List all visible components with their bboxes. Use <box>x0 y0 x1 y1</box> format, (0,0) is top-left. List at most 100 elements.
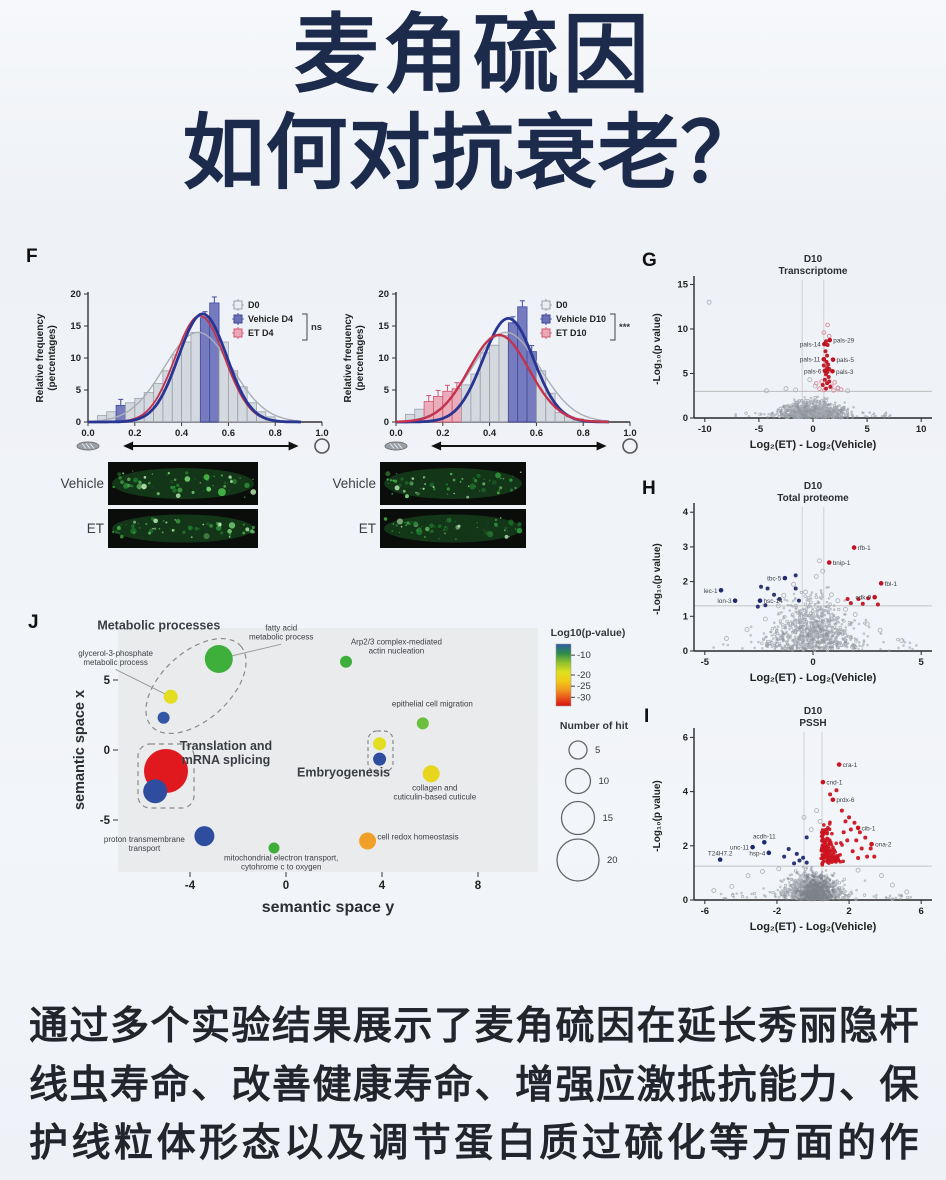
svg-text:tbc-5: tbc-5 <box>767 576 782 583</box>
svg-text:hsc-14: hsc-14 <box>763 598 783 605</box>
svg-text:pals-11: pals-11 <box>800 357 821 364</box>
svg-text:0.8: 0.8 <box>577 428 590 439</box>
svg-text:bnip-1: bnip-1 <box>833 560 851 567</box>
svg-text:Metabolic processes: Metabolic processes <box>97 619 220 633</box>
svg-text:mitochondrial electron transpo: mitochondrial electron transport, <box>224 853 338 862</box>
svg-text:actin nucleation: actin nucleation <box>369 647 425 656</box>
svg-text:metabolic process: metabolic process <box>249 633 313 642</box>
svg-text:5: 5 <box>76 385 82 396</box>
micro-right-et-label: ET <box>358 521 376 536</box>
svg-text:4: 4 <box>683 507 689 518</box>
svg-text:ET D10: ET D10 <box>556 328 587 338</box>
svg-text:0: 0 <box>384 417 389 428</box>
svg-text:0.0: 0.0 <box>81 428 94 439</box>
svg-text:ona-2: ona-2 <box>875 842 892 849</box>
svg-text:metabolic process: metabolic process <box>83 658 147 667</box>
svg-text:cytohrome c to oxygen: cytohrome c to oxygen <box>241 862 321 871</box>
svg-text:15: 15 <box>677 279 688 290</box>
svg-text:Transcriptome: Transcriptome <box>779 266 848 277</box>
svg-text:5: 5 <box>384 385 390 396</box>
svg-text:epithelial cell migration: epithelial cell migration <box>392 700 473 709</box>
svg-text:mRNA splicing: mRNA splicing <box>182 753 270 767</box>
svg-text:D0: D0 <box>556 300 568 310</box>
svg-text:10: 10 <box>677 324 688 335</box>
svg-text:Log₂(ET) - Log₂(Vehicle): Log₂(ET) - Log₂(Vehicle) <box>750 672 877 684</box>
svg-text:0: 0 <box>683 646 688 657</box>
svg-text:prdx-6: prdx-6 <box>836 797 855 804</box>
svg-text:1: 1 <box>683 611 689 622</box>
svg-text:-2: -2 <box>773 906 781 917</box>
svg-text:0: 0 <box>76 417 81 428</box>
svg-text:unc-11: unc-11 <box>730 845 750 852</box>
svg-text:10: 10 <box>70 353 81 364</box>
svg-text:semantic space x: semantic space x <box>72 690 88 810</box>
svg-text:Vehicle D4: Vehicle D4 <box>248 314 293 324</box>
svg-text:0: 0 <box>283 880 289 892</box>
svg-text:cuticulin-based cuticule: cuticulin-based cuticule <box>393 792 476 801</box>
svg-text:2: 2 <box>683 841 688 852</box>
panel-letter-i: I <box>644 706 650 727</box>
svg-text:T24H7.2: T24H7.2 <box>708 851 733 858</box>
svg-text:5: 5 <box>595 745 600 756</box>
svg-text:0: 0 <box>104 745 110 757</box>
svg-text:pals-5: pals-5 <box>837 357 855 364</box>
svg-text:-5: -5 <box>701 657 710 668</box>
svg-text:4: 4 <box>379 880 386 892</box>
title-line-2: 如何对抗衰老？ <box>182 107 764 199</box>
panel-letter-g: G <box>642 250 657 271</box>
svg-text:cdk-9: cdk-9 <box>856 595 872 602</box>
svg-text:Log₂(ET) - Log₂(Vehicle): Log₂(ET) - Log₂(Vehicle) <box>750 921 877 933</box>
svg-text:3: 3 <box>683 542 688 553</box>
svg-text:20: 20 <box>607 855 618 866</box>
svg-text:0.0: 0.0 <box>389 428 402 439</box>
svg-text:glycerol-3-phosphate: glycerol-3-phosphate <box>78 649 153 658</box>
svg-text:0.4: 0.4 <box>175 428 189 439</box>
svg-text:-Log₁₀(p value): -Log₁₀(p value) <box>652 313 663 384</box>
svg-text:fatty acid: fatty acid <box>265 624 297 633</box>
svg-text:Log10(p-value): Log10(p-value) <box>551 627 626 639</box>
svg-text:acdh-11: acdh-11 <box>753 833 776 840</box>
go-term-bubble-chart: -4 0 4 8 5 0 -5 semantic space x semantic space … <box>72 619 629 916</box>
svg-text:0: 0 <box>810 424 815 435</box>
svg-text:transport: transport <box>129 844 161 853</box>
svg-text:0.2: 0.2 <box>128 428 141 439</box>
svg-text:0: 0 <box>683 413 688 424</box>
svg-text:lon-3: lon-3 <box>717 598 732 605</box>
svg-text:0.6: 0.6 <box>530 428 543 439</box>
svg-text:fbl-1: fbl-1 <box>885 581 898 588</box>
svg-text:lec-1: lec-1 <box>704 588 718 595</box>
svg-text:D0: D0 <box>248 300 260 310</box>
svg-text:D10: D10 <box>804 706 823 717</box>
fluorescence-image-day10 <box>380 462 526 548</box>
micro-left-et-label: ET <box>86 521 104 536</box>
svg-text:0.4: 0.4 <box>483 428 497 439</box>
micro-left-vehicle-label: Vehicle <box>60 476 104 491</box>
svg-text:Relative frequency: Relative frequency <box>343 313 354 402</box>
svg-text:Arp2/3 complex-mediated: Arp2/3 complex-mediated <box>351 638 442 647</box>
svg-text:0: 0 <box>683 895 688 906</box>
svg-text:cnd-1: cnd-1 <box>826 780 842 787</box>
svg-text:15: 15 <box>603 813 614 824</box>
summary-text: 通过多个实验结果展示了麦角硫因在延长秀丽隐杆线虫寿命、改善健康寿命、增强应激抵抗… <box>29 1005 919 1165</box>
svg-text:20: 20 <box>70 289 81 300</box>
svg-text:-5: -5 <box>755 424 764 435</box>
svg-text:5: 5 <box>919 657 925 668</box>
svg-text:10: 10 <box>916 424 927 435</box>
panel-letter-f: F <box>26 246 38 267</box>
svg-text:1.0: 1.0 <box>623 428 636 439</box>
svg-text:0.6: 0.6 <box>222 428 235 439</box>
svg-text:cra-1: cra-1 <box>843 762 858 769</box>
svg-text:1.0: 1.0 <box>315 428 328 439</box>
svg-text:rfb-1: rfb-1 <box>858 545 872 552</box>
svg-text:-Log₁₀(p value): -Log₁₀(p value) <box>652 543 663 614</box>
svg-text:5: 5 <box>683 368 689 379</box>
fluorescence-image-day4 <box>108 462 258 548</box>
svg-text:-10: -10 <box>698 424 712 435</box>
svg-text:4: 4 <box>683 787 689 798</box>
svg-text:hsp-4: hsp-4 <box>749 850 765 857</box>
svg-text:2: 2 <box>683 577 688 588</box>
svg-text:Number of hit: Number of hit <box>560 720 629 732</box>
svg-text:pals-14: pals-14 <box>800 342 821 349</box>
